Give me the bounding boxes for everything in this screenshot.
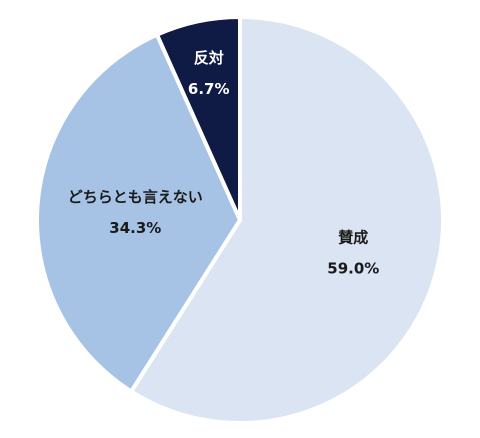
labels-layer: 賛成 59.0% どちらとも言えない 34.3% 反対 6.7% — [68, 49, 380, 278]
slice-label-3: 反対 — [194, 49, 224, 67]
slice-label-2: どちらとも言えない — [68, 188, 203, 206]
slice-label-1: 賛成 — [338, 228, 368, 246]
pie-slice-1 — [128, 14, 445, 425]
slice-value-label-3: 6.7% — [188, 80, 230, 98]
pie-slice-3 — [154, 14, 242, 221]
pie-slice-2 — [35, 32, 243, 395]
slice-value-label-1: 59.0% — [327, 259, 379, 277]
slices-layer — [35, 14, 445, 425]
slice-value-label-2: 34.3% — [109, 219, 161, 237]
